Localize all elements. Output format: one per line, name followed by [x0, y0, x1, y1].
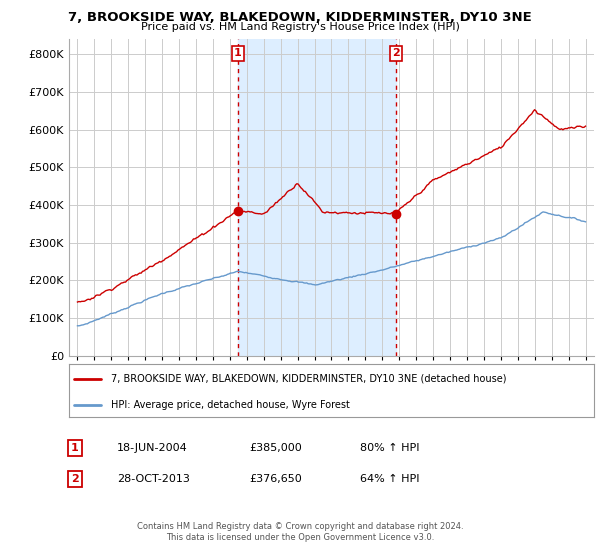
- Text: HPI: Average price, detached house, Wyre Forest: HPI: Average price, detached house, Wyre…: [111, 400, 350, 410]
- Text: 7, BROOKSIDE WAY, BLAKEDOWN, KIDDERMINSTER, DY10 3NE: 7, BROOKSIDE WAY, BLAKEDOWN, KIDDERMINST…: [68, 11, 532, 24]
- Text: Price paid vs. HM Land Registry's House Price Index (HPI): Price paid vs. HM Land Registry's House …: [140, 22, 460, 32]
- Text: 28-OCT-2013: 28-OCT-2013: [117, 474, 190, 484]
- Text: 80% ↑ HPI: 80% ↑ HPI: [360, 443, 419, 453]
- Bar: [238, 39, 395, 356]
- Text: 2: 2: [392, 48, 400, 58]
- Text: Contains HM Land Registry data © Crown copyright and database right 2024.: Contains HM Land Registry data © Crown c…: [137, 522, 463, 531]
- Text: £385,000: £385,000: [249, 443, 302, 453]
- Text: 7, BROOKSIDE WAY, BLAKEDOWN, KIDDERMINSTER, DY10 3NE (detached house): 7, BROOKSIDE WAY, BLAKEDOWN, KIDDERMINST…: [111, 374, 506, 384]
- Text: This data is licensed under the Open Government Licence v3.0.: This data is licensed under the Open Gov…: [166, 533, 434, 542]
- Text: 1: 1: [234, 48, 242, 58]
- Text: 1: 1: [71, 443, 79, 453]
- Text: 2: 2: [71, 474, 79, 484]
- Text: £376,650: £376,650: [249, 474, 302, 484]
- Text: 64% ↑ HPI: 64% ↑ HPI: [360, 474, 419, 484]
- Text: 18-JUN-2004: 18-JUN-2004: [117, 443, 188, 453]
